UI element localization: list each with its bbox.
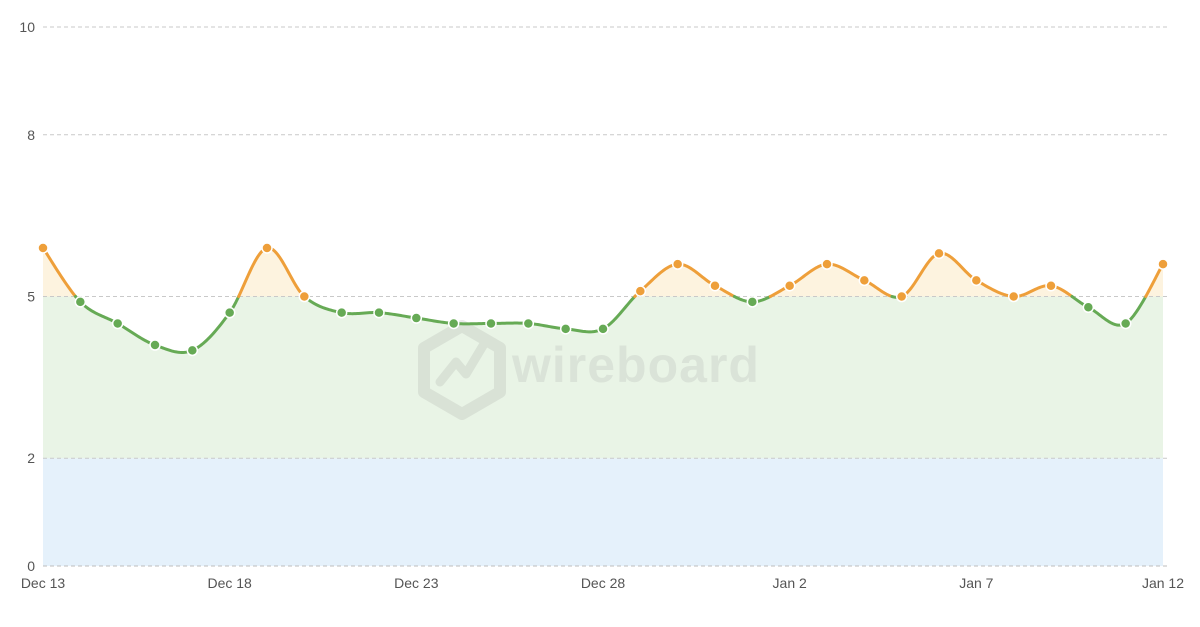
data-point [1045, 279, 1057, 292]
band-high-area [43, 247, 1163, 297]
wireboard-logo-icon [418, 320, 506, 420]
data-point [970, 274, 983, 287]
data-point [1157, 258, 1169, 270]
data-point [223, 306, 236, 319]
data-point [1007, 290, 1020, 303]
data-point [671, 258, 684, 270]
x-tick-label: Dec 18 [207, 575, 252, 591]
data-points-layer [37, 242, 1169, 357]
data-point [895, 290, 908, 303]
data-point [634, 285, 647, 297]
data-point [37, 242, 49, 254]
y-tick-label: 5 [27, 289, 35, 305]
data-point [1082, 301, 1095, 314]
band-low [43, 458, 1163, 566]
data-point [559, 323, 572, 335]
x-tick-label: Dec 28 [581, 575, 626, 591]
area-fill-layer [43, 247, 1163, 297]
data-point [373, 306, 385, 319]
data-point [709, 279, 721, 292]
data-point [410, 312, 423, 324]
series-line-segment [1014, 284, 1074, 298]
data-point [149, 339, 161, 351]
data-point [746, 296, 759, 308]
y-tick-label: 2 [27, 450, 35, 466]
watermark: wireboard [418, 320, 760, 420]
y-axis-labels: 0 2 5 8 10 [19, 19, 35, 574]
x-axis-labels: Dec 13 Dec 18 Dec 23 Dec 28 Jan 2 Jan 7 Jan 12 [21, 575, 1184, 591]
x-tick-label: Dec 23 [394, 575, 439, 591]
data-point [335, 306, 348, 319]
data-point [522, 317, 535, 330]
data-point [111, 317, 124, 330]
bands-layer [43, 296, 1163, 566]
x-tick-label: Jan 12 [1142, 575, 1184, 591]
series-line-segment [41, 246, 78, 298]
data-point [186, 344, 199, 357]
series-line-segment [302, 295, 637, 334]
x-tick-label: Jan 7 [959, 575, 993, 591]
y-tick-label: 10 [19, 19, 35, 35]
data-point [597, 323, 609, 335]
grid-layer [43, 26, 1167, 567]
band-mid-area [43, 296, 1163, 459]
data-point [485, 317, 497, 330]
watermark-text: wireboard [511, 337, 760, 393]
series-line-segment [900, 251, 1016, 298]
x-tick-label: Dec 13 [21, 575, 66, 591]
data-point [933, 247, 945, 260]
data-point [821, 258, 833, 270]
data-point [74, 296, 87, 308]
x-tick-label: Jan 2 [773, 575, 807, 591]
data-point [1119, 317, 1132, 330]
data-point [447, 317, 460, 330]
data-point [858, 274, 871, 287]
y-tick-label: 8 [27, 127, 35, 143]
data-point [298, 290, 311, 303]
data-point [783, 279, 796, 292]
y-tick-label: 0 [27, 558, 35, 574]
data-point [261, 242, 273, 254]
